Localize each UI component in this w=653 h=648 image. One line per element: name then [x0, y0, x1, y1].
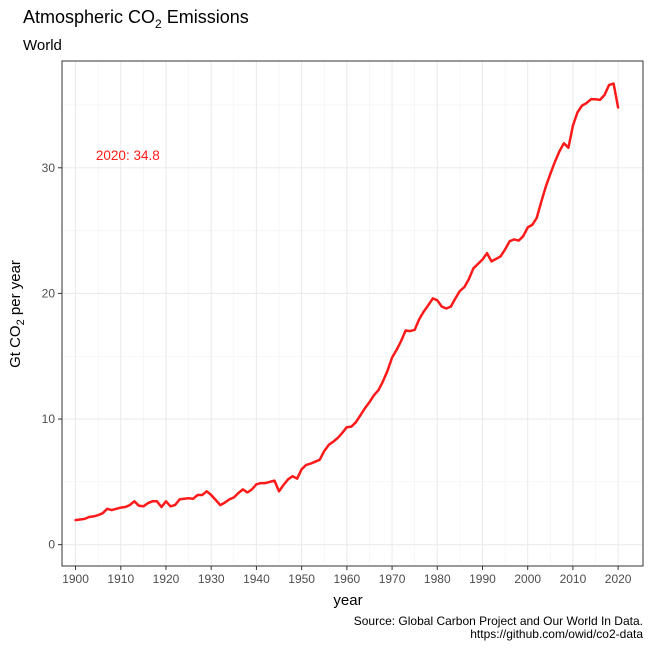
x-tick-label: 1940	[243, 572, 270, 586]
caption-url: https://github.com/owid/co2-data	[470, 627, 643, 641]
y-axis-title: Gt CO2 per year	[7, 260, 27, 368]
x-tick-label: 1910	[107, 572, 134, 586]
y-tick-label: 10	[42, 412, 56, 426]
major-gridlines	[62, 61, 643, 566]
x-tick-label: 2010	[560, 572, 587, 586]
chart-subtitle: World	[23, 37, 62, 54]
y-axis: 0 10 20 30	[42, 161, 62, 552]
chart-title: Atmospheric CO2 Emissions	[23, 7, 249, 31]
x-tick-label: 2020	[605, 572, 632, 586]
y-tick-label: 0	[48, 538, 55, 552]
x-axis: 1900 1910 1920 1930 1940 1950 1960 1970 1980 1990…	[62, 566, 632, 586]
x-tick-label: 1980	[424, 572, 451, 586]
caption-source: Source: Global Carbon Project and Our Wo…	[354, 614, 643, 628]
x-axis-title: year	[333, 592, 362, 609]
series-line-world	[74, 82, 620, 522]
x-tick-label: 1990	[469, 572, 496, 586]
annotation-2020-value: 2020: 34.8	[96, 148, 160, 163]
x-tick-label: 1920	[153, 572, 180, 586]
x-tick-label: 1960	[333, 572, 360, 586]
minor-gridlines	[62, 61, 643, 566]
x-tick-label: 1950	[288, 572, 315, 586]
x-tick-label: 1930	[198, 572, 225, 586]
x-tick-label: 2000	[514, 572, 541, 586]
plot-panel-border	[61, 60, 644, 567]
x-tick-label: 1970	[379, 572, 406, 586]
y-tick-label: 30	[42, 161, 56, 175]
x-tick-label: 1900	[62, 572, 89, 586]
y-tick-label: 20	[42, 286, 56, 300]
